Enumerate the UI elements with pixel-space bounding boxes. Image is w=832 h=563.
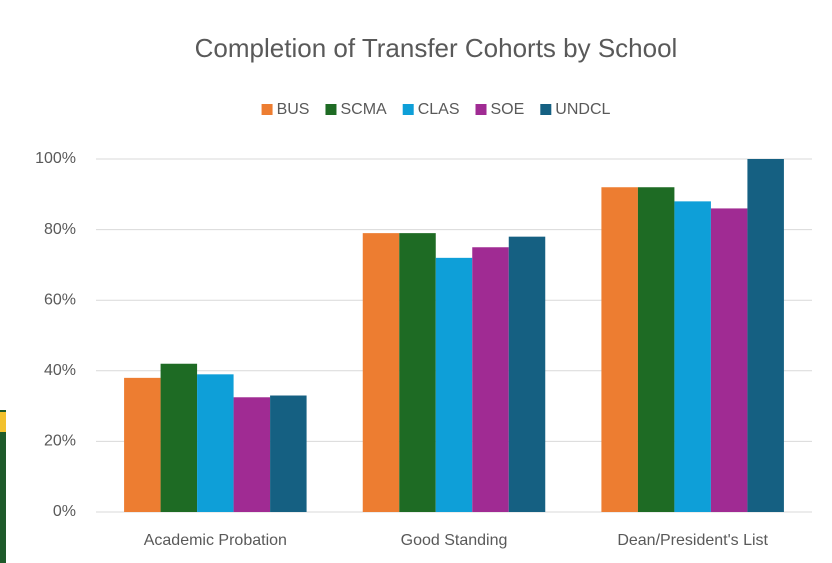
x-tick-label: Good Standing [401,532,508,549]
bar [160,363,198,512]
bar [674,201,711,513]
x-tick-label: Academic Probation [144,532,287,549]
bar [270,395,307,512]
y-tick-label: 60% [44,291,76,308]
bar [637,187,675,513]
background-strip [0,410,6,563]
y-tick-label: 0% [53,503,76,520]
legend-swatch [475,104,487,115]
bar [362,233,400,512]
y-tick-label: 80% [44,221,76,238]
legend-swatch [325,104,337,115]
legend-swatch [540,104,552,115]
legend-label: UNDCL [555,101,610,118]
chart-title: Completion of Transfer Cohorts by School [195,33,678,63]
bar [747,159,784,512]
bar [601,187,638,513]
background-strip [0,412,6,432]
bar [399,233,436,512]
legend-swatch [402,104,414,115]
bar [435,257,473,512]
y-tick-label: 20% [44,433,76,450]
bar [197,374,234,512]
bar [472,247,509,512]
legend-label: SOE [491,101,525,118]
x-tick-label: Dean/President's List [617,532,768,549]
bar [233,397,271,512]
bar [710,208,748,513]
legend-swatch [261,104,273,115]
legend-label: CLAS [418,101,460,118]
legend-label: SCMA [340,101,387,118]
y-tick-label: 40% [44,362,76,379]
legend-label: BUS [277,101,310,118]
bar [508,236,546,512]
bar [124,377,161,512]
y-tick-label: 100% [35,150,76,167]
